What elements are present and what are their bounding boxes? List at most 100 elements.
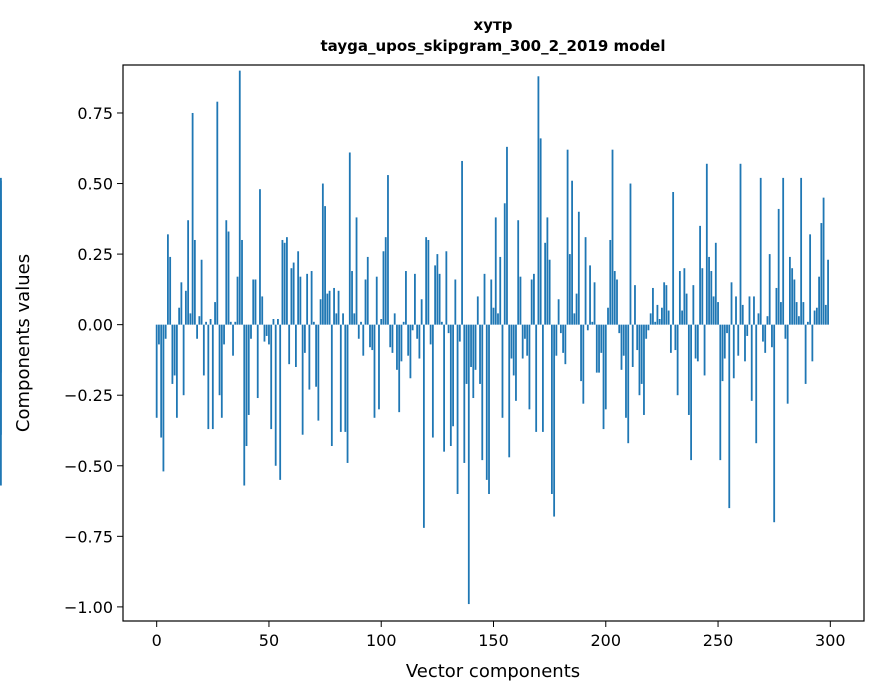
bar-128: [443, 324, 445, 452]
bar-170: [537, 76, 540, 325]
bar-55: [279, 324, 282, 480]
bar-91: [360, 321, 362, 325]
bar-140: [470, 324, 472, 367]
bar-240: [694, 324, 697, 359]
bar-145: [481, 324, 484, 461]
bar-undefined: [0, 324, 2, 336]
bar-237: [687, 324, 690, 415]
bar-198: [600, 324, 603, 353]
bar-35: [234, 321, 237, 325]
bar-136: [461, 160, 463, 325]
bar-232: [676, 324, 679, 396]
bar-2: [160, 324, 163, 438]
bar-103: [387, 175, 389, 325]
x-tick-label: 100: [366, 631, 397, 650]
bar-42: [250, 324, 252, 339]
bar-153: [499, 256, 502, 325]
bar-6: [169, 256, 172, 325]
bar-280: [784, 324, 787, 339]
bar-100: [380, 319, 383, 325]
bar-281: [786, 324, 789, 404]
bar-155: [503, 203, 506, 325]
bar-59: [288, 324, 291, 365]
bar-184: [568, 254, 571, 325]
bar-276: [775, 287, 778, 325]
bar-85: [346, 324, 349, 463]
bar-194: [591, 321, 594, 325]
bar-61: [292, 262, 295, 325]
bar-22: [205, 321, 207, 325]
bar-107: [396, 324, 398, 370]
bar-143: [476, 296, 479, 325]
bar-151: [494, 217, 497, 325]
bar-169: [535, 324, 538, 432]
bar-234: [681, 310, 684, 325]
bar-249: [714, 242, 717, 325]
chart-subtitle: tayga_upos_skipgram_300_2_2019 model: [321, 37, 666, 55]
bar-174: [546, 217, 549, 325]
bar-40: [245, 324, 248, 447]
bar-160: [515, 324, 517, 401]
bar-117: [418, 324, 421, 359]
x-tick-label: 300: [815, 631, 846, 650]
bar-175: [548, 259, 551, 325]
bar-71: [315, 324, 318, 387]
bar-142: [474, 324, 477, 370]
bar-96: [371, 324, 374, 351]
bar-62: [295, 324, 297, 367]
bar-129: [445, 251, 448, 325]
bar-285: [795, 302, 798, 325]
bar-274: [771, 324, 773, 348]
bar-265: [750, 324, 753, 401]
bar-273: [768, 254, 771, 325]
bar-127: [440, 321, 443, 325]
y-tick-label: −0.75: [64, 527, 113, 546]
bar-162: [519, 276, 522, 325]
bar-193: [589, 265, 591, 325]
bar-95: [369, 324, 371, 348]
bar-13: [184, 290, 187, 325]
bar-297: [822, 197, 825, 325]
bar-44: [254, 279, 257, 325]
bar-289: [804, 324, 807, 384]
bar-115: [414, 273, 416, 325]
bar-26: [214, 302, 216, 325]
bar-172: [542, 324, 544, 432]
bar-36: [236, 276, 239, 325]
bar-58: [286, 237, 288, 325]
bar-31: [225, 220, 228, 325]
bar-267: [755, 324, 758, 444]
bar-200: [604, 324, 607, 410]
bar-53: [274, 324, 277, 466]
bar-196: [595, 324, 598, 373]
bar-110: [402, 321, 405, 325]
bar-57: [283, 242, 286, 325]
bar-202: [609, 239, 612, 325]
bar-224: [658, 319, 661, 325]
bar-51: [270, 324, 273, 430]
bar-275: [773, 324, 776, 523]
bar-141: [472, 324, 475, 399]
bar-46: [259, 189, 261, 325]
bar-17: [193, 239, 196, 325]
bar-164: [524, 324, 526, 339]
bar-137: [463, 324, 466, 463]
bar-209: [625, 324, 627, 418]
bar-50: [268, 324, 270, 345]
bar-258: [735, 296, 737, 325]
bar-246: [708, 256, 710, 325]
bar-225: [661, 307, 663, 325]
bar-65: [301, 324, 304, 435]
bar-244: [703, 324, 706, 376]
bar-260: [739, 163, 742, 325]
bar-undefined: [0, 287, 2, 325]
y-tick-label: 0.25: [77, 245, 113, 264]
bar-261: [741, 304, 744, 325]
bar-66: [303, 324, 306, 353]
bar-54: [277, 319, 279, 325]
bar-102: [384, 237, 387, 325]
bar-256: [730, 282, 733, 325]
bar-82: [339, 324, 342, 432]
bars-group: [0, 70, 829, 605]
